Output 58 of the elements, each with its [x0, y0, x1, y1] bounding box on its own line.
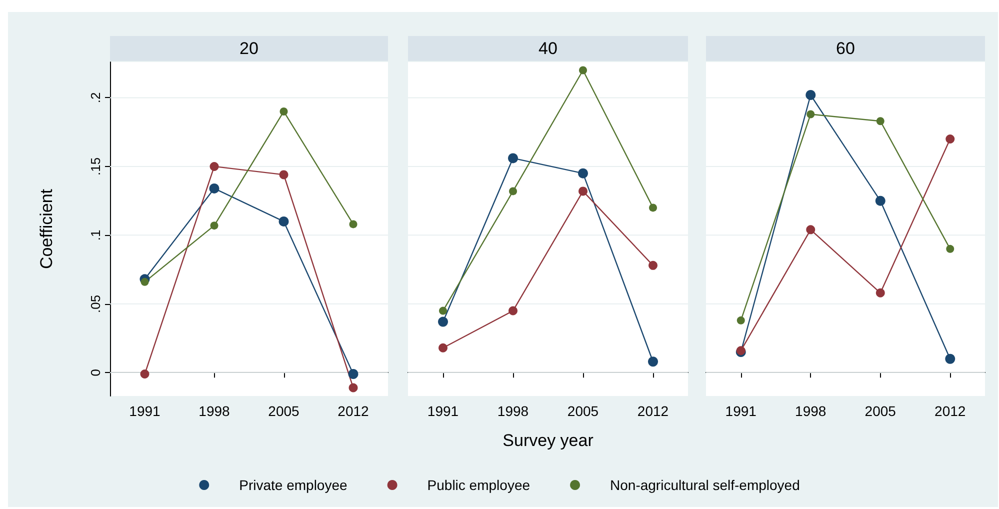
point	[578, 186, 588, 196]
point	[348, 369, 358, 380]
legend-label: Public employee	[427, 477, 530, 493]
point	[649, 204, 657, 212]
legend-label: Non-agricultural self-employed	[610, 477, 800, 493]
point	[280, 107, 288, 116]
point	[946, 134, 955, 144]
point	[278, 216, 289, 226]
point	[946, 244, 954, 253]
x-tick-label: 1998	[198, 403, 230, 419]
point	[509, 187, 517, 196]
point	[876, 288, 885, 298]
point	[508, 153, 518, 164]
x-tick-label: 2012	[338, 403, 370, 419]
y-axis-title: Coefficient	[37, 188, 56, 270]
legend-label: Private employee	[239, 477, 348, 493]
point	[806, 90, 816, 100]
point	[210, 162, 219, 171]
point	[945, 354, 956, 364]
point	[140, 370, 150, 379]
x-tick-label: 1998	[795, 403, 826, 419]
x-tick-label: 2012	[637, 403, 669, 419]
point	[349, 220, 358, 228]
point	[876, 117, 884, 126]
point	[439, 306, 447, 315]
y-tick-label: .15	[88, 157, 103, 176]
point	[648, 356, 658, 367]
x-tick-label: 1991	[427, 403, 459, 419]
point	[806, 110, 815, 118]
point	[508, 306, 518, 316]
x-tick-label: 2005	[864, 403, 896, 419]
y-tick-label: .05	[88, 294, 103, 313]
x-tick-label: 2012	[934, 403, 966, 419]
chart-title: 20	[240, 39, 258, 58]
chart-title: 60	[836, 39, 855, 58]
y-tick-label: .2	[88, 92, 103, 104]
point	[210, 222, 218, 230]
y-tick-label: 0	[88, 369, 103, 376]
point	[806, 225, 816, 234]
y-tick-label: .1	[88, 230, 103, 241]
point	[438, 343, 448, 352]
x-tick-label: 1991	[129, 403, 161, 419]
point	[875, 196, 886, 206]
point	[279, 170, 288, 180]
x-tick-label: 2005	[567, 403, 599, 419]
x-tick-label: 2005	[268, 403, 300, 419]
x-tick-label: 1991	[725, 403, 757, 419]
x-tick-label: 1998	[497, 403, 529, 419]
point	[579, 66, 587, 74]
point	[648, 260, 658, 270]
chart-title: 40	[538, 39, 558, 58]
point	[348, 383, 358, 392]
point	[578, 168, 588, 178]
x-axis-title: Survey year	[502, 431, 594, 450]
point	[736, 316, 745, 324]
point	[438, 316, 448, 327]
point	[209, 183, 220, 194]
point	[140, 278, 149, 286]
